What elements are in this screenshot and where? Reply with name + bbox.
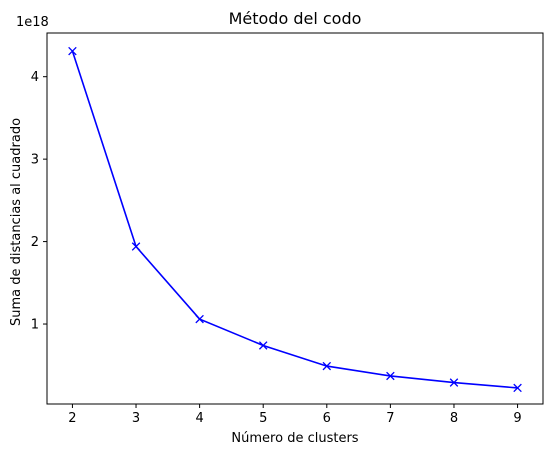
y-axis-label: Suma de distancias al cuadrado <box>9 118 24 326</box>
x-tick-label: 3 <box>132 411 140 426</box>
data-point-marker <box>258 341 268 350</box>
chart-title: Método del codo <box>229 9 362 28</box>
x-tick-label: 9 <box>513 411 521 426</box>
data-point-marker <box>131 242 141 251</box>
y-tick-label: 3 <box>31 153 39 168</box>
data-point-marker <box>195 314 204 324</box>
y-tick-label: 4 <box>31 70 39 85</box>
y-tick-label: 1 <box>31 318 39 333</box>
data-point-marker <box>322 361 332 371</box>
x-tick-label: 4 <box>195 411 203 426</box>
x-tick-label: 7 <box>386 411 394 426</box>
x-axis: 2 3 4 5 6 7 8 9 <box>68 404 522 426</box>
y-tick-label: 2 <box>31 235 39 250</box>
plot-area <box>46 32 544 405</box>
data-point-marker <box>386 371 395 381</box>
x-axis-label: Número de clusters <box>231 431 358 446</box>
data-point-marker <box>513 383 522 393</box>
axes-frame <box>46 32 544 405</box>
data-point-marker <box>449 378 459 387</box>
x-tick-label: 8 <box>450 411 458 426</box>
x-tick-label: 2 <box>68 411 76 426</box>
x-tick-label: 6 <box>323 411 331 426</box>
data-point-marker <box>68 46 77 56</box>
x-tick-label: 5 <box>259 411 267 426</box>
y-offset-label: 1e18 <box>16 15 49 30</box>
series-layer <box>68 46 522 393</box>
series-line <box>71 50 518 389</box>
y-axis: 1 2 3 4 <box>31 70 47 333</box>
